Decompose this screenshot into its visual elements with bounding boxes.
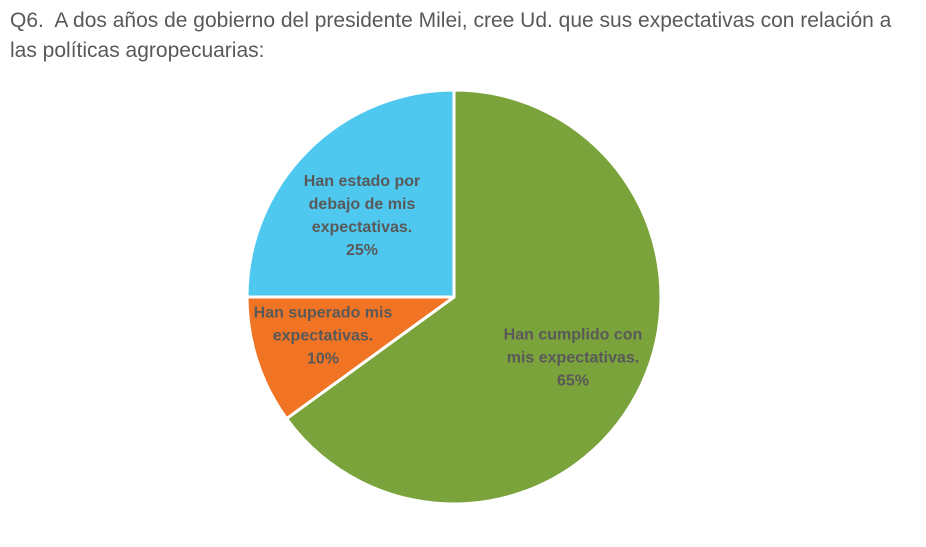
pie-label-line: Han estado por [303, 173, 421, 190]
pie-label-percent: 25% [345, 242, 379, 259]
pie-label-superado-expectativas: Han superado mis expectativas. 10% [254, 302, 393, 371]
pie-label-cumplido-expectativas: Han cumplido con mis expectativas. 65% [504, 324, 643, 393]
pie-label-line: expectativas. [272, 327, 374, 345]
pie-label-percent: 65% [556, 372, 590, 390]
pie-label-percent: 10% [306, 350, 340, 368]
question-title: Q6. A dos años de gobierno del president… [10, 9, 898, 62]
pie-label-line: Han superado mis [253, 304, 393, 322]
pie-slice-2 [245, 88, 456, 299]
pie-label-debajo-expectativas: Han estado por debajo de mis expectativa… [304, 170, 420, 262]
pie-slice-1 [245, 295, 456, 421]
pie-label-line: mis expectativas. [506, 349, 640, 367]
pie-slice-0 [285, 88, 663, 506]
pie-label-line: debajo de mis [308, 196, 416, 213]
pie-label-line: expectativas. [311, 219, 413, 236]
pie-label-line: Han cumplido con [503, 326, 643, 344]
